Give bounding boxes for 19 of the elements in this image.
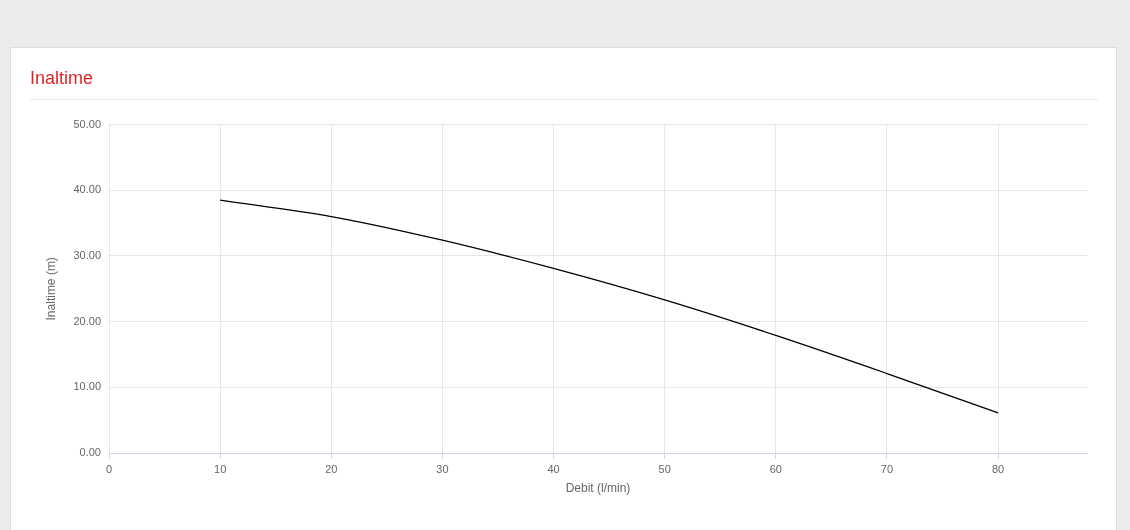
y-tick-label: 10.00 <box>73 380 101 393</box>
y-tick-label: 40.00 <box>73 183 101 196</box>
line-series <box>219 199 999 414</box>
x-axis-title: Debit (l/min) <box>565 481 631 496</box>
y-tick-label: 0.00 <box>79 446 101 459</box>
x-tick-label: 0 <box>105 462 113 475</box>
y-axis-title: Inaltime (m) <box>43 257 58 321</box>
x-tick-label: 80 <box>991 462 1005 475</box>
y-tick-label: 30.00 <box>73 248 101 261</box>
y-tick-label: 20.00 <box>73 314 101 327</box>
y-tick-label: 50.00 <box>73 117 101 130</box>
x-tick-label: 70 <box>880 462 894 475</box>
x-tick-label: 20 <box>325 462 338 475</box>
chart-title: Inaltime <box>30 67 94 90</box>
x-tick-label: 30 <box>436 462 449 475</box>
x-tick-label: 10 <box>214 462 227 475</box>
x-tick-label: 50 <box>658 462 671 475</box>
x-tick-label: 60 <box>769 462 782 475</box>
x-tick-label: 40 <box>547 462 560 475</box>
